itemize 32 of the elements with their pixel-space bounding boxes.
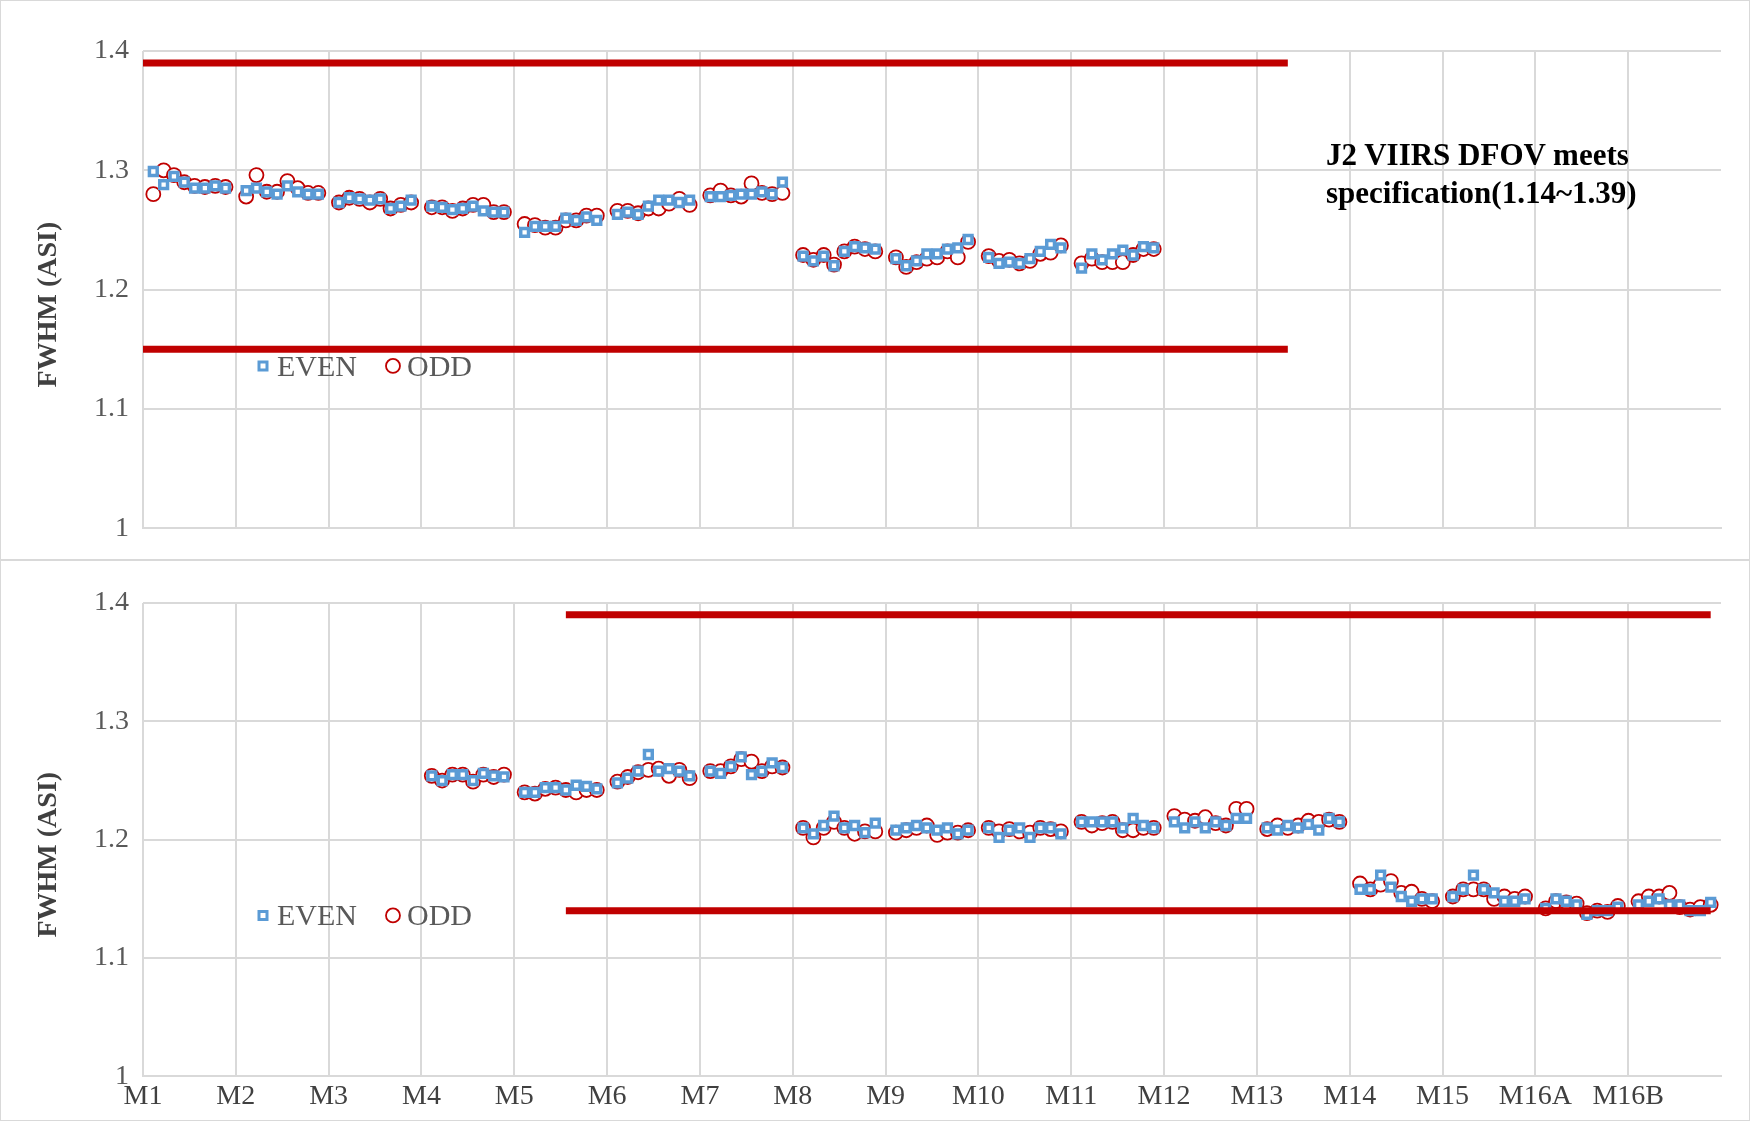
x-tick-label: M12 — [1137, 1078, 1191, 1110]
legend-label: EVEN — [277, 348, 357, 382]
y-tick-label: 1.3 — [94, 703, 129, 735]
annotation: J2 VIIRS DFOV meets specification(1.14~1.39) — [1326, 136, 1638, 212]
x-tick-label: M3 — [309, 1078, 349, 1110]
x-tick-label: M10 — [951, 1078, 1005, 1110]
y-tick-label: 1.4 — [94, 33, 129, 65]
legend-label: EVEN — [277, 898, 357, 932]
x-tick-label: M11 — [1045, 1078, 1098, 1110]
x-tick-label: M9 — [866, 1078, 906, 1110]
y-axis-title: FWHM (ASI) — [31, 221, 63, 388]
x-tick-label: M5 — [494, 1078, 534, 1110]
x-tick-label: M13 — [1230, 1078, 1284, 1110]
y-tick-label: 1.2 — [94, 271, 129, 303]
x-tick-label: M2 — [216, 1078, 256, 1110]
legend-label: ODD — [406, 348, 472, 382]
y-tick-label: 1.1 — [94, 940, 129, 972]
x-tick-label: M16B — [1592, 1078, 1664, 1110]
x-tick-label: M6 — [587, 1078, 627, 1110]
y-axis-title: FWHM (ASI) — [31, 771, 63, 938]
x-tick-label: M4 — [402, 1078, 441, 1110]
x-tick-label: M14 — [1323, 1078, 1377, 1110]
x-tick-label: M15 — [1416, 1078, 1469, 1110]
x-tick-label: M7 — [680, 1078, 720, 1110]
y-tick-label: 1.1 — [94, 391, 129, 423]
legend-label: ODD — [406, 898, 472, 932]
y-tick-label: 1.3 — [94, 152, 129, 184]
x-tick-label: M8 — [773, 1078, 813, 1110]
y-tick-label: 1.4 — [94, 585, 129, 617]
y-tick-label: 1.2 — [94, 822, 129, 854]
y-tick-label: 1 — [115, 510, 129, 542]
x-tick-label: M16A — [1498, 1078, 1573, 1110]
